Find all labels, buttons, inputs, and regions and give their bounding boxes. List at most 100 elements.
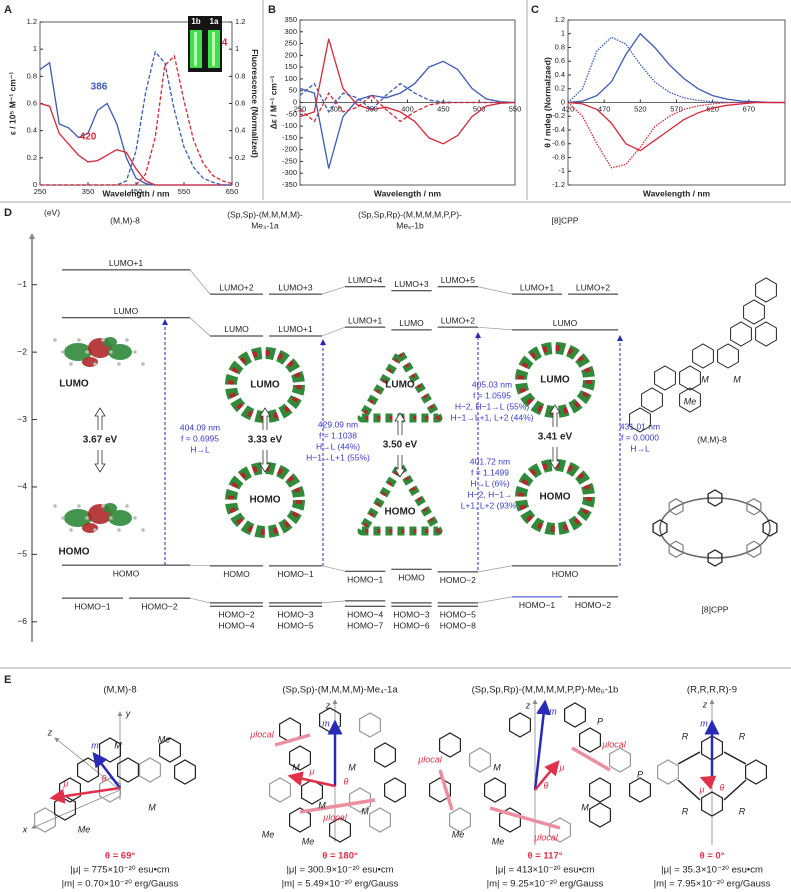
axis: [54, 737, 121, 791]
atom: [77, 504, 81, 508]
y-tick-label: 0: [561, 97, 565, 106]
transition-text: H−1→L+1, L+2 (44%): [451, 412, 534, 422]
ring: [755, 321, 777, 347]
x-tick-label: 450: [130, 187, 143, 196]
ring: [608, 747, 632, 773]
level-label: HOMO: [113, 568, 140, 578]
ring: [762, 519, 778, 537]
ring: [384, 777, 406, 803]
atom: [109, 350, 113, 354]
level-label: LUMO+2: [441, 315, 476, 325]
structure-label: m: [322, 718, 330, 728]
structure-label: (M,M)-8: [697, 434, 727, 444]
atom: [85, 516, 89, 520]
level-label: LUMO+2: [576, 282, 611, 292]
structure-label: θ: [544, 780, 549, 790]
structure-atom-label: M: [733, 374, 741, 384]
x-tick-label: 470: [598, 104, 611, 113]
ring: [159, 737, 181, 763]
atom: [85, 350, 89, 354]
theta-value: θ = 180°: [322, 851, 358, 862]
panel-label: E: [4, 674, 11, 686]
ring: [717, 343, 739, 369]
atom: [69, 528, 73, 532]
column-title: (Sp,Sp)-(M,M,M,M)-: [227, 209, 303, 219]
y-tick-label: 0.8: [27, 71, 37, 80]
transition-text: H−1→L+1 (55%): [306, 452, 370, 462]
level-label: HOMO−5: [440, 610, 476, 620]
level-label: LUMO+3: [278, 282, 313, 292]
gap-energy: 3.33 eV: [248, 435, 283, 446]
level-label: LUMO: [399, 318, 424, 328]
level-connector: [321, 565, 346, 572]
structure-label: [8]CPP: [702, 604, 729, 614]
moment-value: |m| = 0.70×10⁻²⁰ erg/Gauss: [62, 879, 179, 890]
orbital-label: HOMO: [539, 492, 570, 503]
gap-energy: 3.50 eV: [383, 440, 418, 451]
ring: [174, 759, 196, 785]
structure-label: z: [525, 700, 531, 710]
atom: [133, 350, 137, 354]
y2-tick-label: 1.2: [235, 17, 245, 26]
gap-arrow: [549, 404, 561, 427]
vial-highlight: [212, 32, 215, 66]
level-label: LUMO+1: [109, 258, 144, 268]
dipole-value: |μ| = 300.9×10⁻²⁰ esu•cm: [286, 865, 393, 876]
ring: [563, 702, 587, 728]
atom: [125, 504, 129, 508]
level-label: HOMO−3: [393, 610, 429, 620]
level-label: LUMO+1: [520, 282, 555, 292]
structure-atom-label: M: [701, 374, 709, 384]
structure-label: M: [493, 762, 501, 772]
inset-label: 1b: [191, 17, 200, 26]
ring: [484, 777, 506, 803]
ring: [668, 498, 684, 516]
molecule-title: (Sp,Sp,Rp)-(M,M,M,M,P,P)-Me₆-1b: [472, 685, 619, 696]
y-axis-label: Δε / M⁻¹ cm⁻¹: [268, 76, 278, 130]
y2-axis-label: Fluorescence (Normalized): [250, 49, 260, 158]
bond: [677, 779, 701, 801]
gap-arrow: [259, 407, 271, 430]
ring: [629, 407, 651, 433]
orbital-label: LUMO: [59, 379, 89, 390]
atom: [77, 338, 81, 342]
dipole-value: |μ| = 775×10⁻²⁰ esu•cm: [70, 865, 169, 876]
y2-tick-label: 0.6: [235, 98, 245, 107]
transition-text: f = 0.6995: [181, 433, 219, 443]
data-line: [299, 38, 516, 145]
ring: [641, 387, 663, 413]
x-tick-label: 420: [562, 104, 575, 113]
ring: [743, 299, 765, 325]
inset-label: 1a: [210, 17, 219, 26]
structure-label: m: [549, 706, 557, 716]
structure-label: μlocal: [322, 812, 347, 822]
structure-label: M: [148, 802, 156, 812]
level-label: HOMO: [552, 569, 579, 579]
x-tick-label: 500: [473, 104, 486, 113]
gap-energy: 3.67 eV: [83, 435, 118, 446]
level-connector: [321, 600, 346, 604]
structure-label: μ: [63, 778, 69, 788]
structure-label: μ: [699, 784, 705, 794]
magnetic-vector: [533, 699, 552, 791]
molecule-title: (Sp,Sp)-(M,M,M,M)-Me₄-1a: [282, 685, 398, 696]
y-tick-label: 300: [284, 27, 297, 36]
local-dipole: [571, 746, 611, 772]
y-tick-label: 100: [284, 74, 297, 83]
ring: [668, 540, 684, 558]
y-tick-label: -100: [282, 121, 297, 130]
x-tick-label: 520: [634, 104, 647, 113]
level-connector: [477, 326, 513, 331]
structure-label: μlocal: [601, 739, 626, 749]
theta-value: θ = 69°: [105, 851, 136, 862]
transition-text: 404.09 nm: [180, 422, 220, 432]
atom: [61, 516, 65, 520]
transition-text: 405.03 nm: [472, 379, 512, 389]
y2-tick-label: 0.8: [235, 71, 245, 80]
structure-label: Me: [492, 836, 505, 846]
structure-label: μlocal: [417, 754, 442, 764]
atom: [69, 362, 73, 366]
structure-label: z: [47, 727, 53, 737]
transition-text: f = 1.1038: [319, 430, 357, 440]
